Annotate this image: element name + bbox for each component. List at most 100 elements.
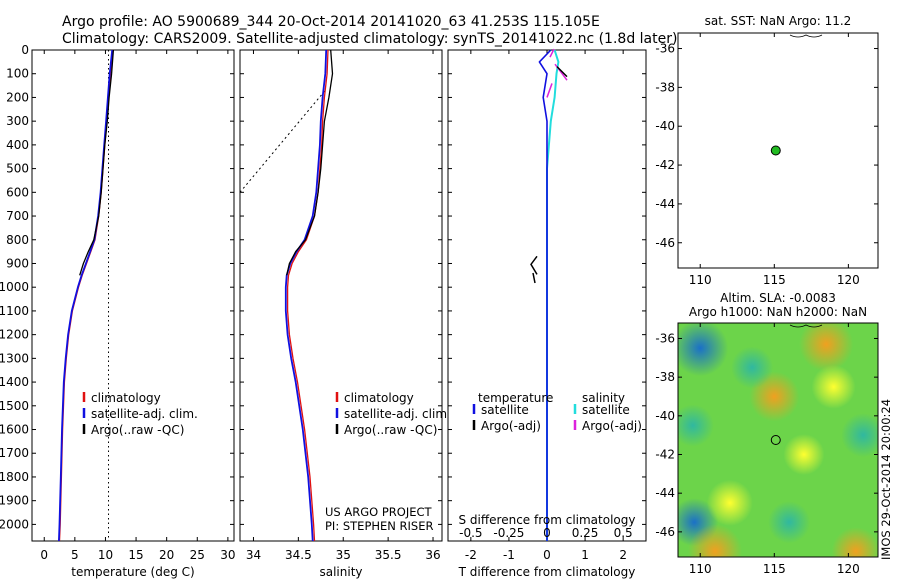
- y-tick-label: -44: [655, 197, 675, 211]
- sla_map-frame: [677, 322, 879, 558]
- legend-entry: satellite: [481, 403, 529, 417]
- x-tick-label: 115: [763, 562, 786, 576]
- y-tick-label: 1800: [0, 470, 29, 484]
- y-tick-label: 200: [6, 90, 29, 104]
- legend-entry: climatology: [91, 391, 161, 405]
- y-tick-label: -40: [655, 119, 675, 133]
- x-tick-label: 5: [71, 548, 79, 562]
- coastline: [789, 324, 823, 328]
- y-tick-label: 1900: [0, 494, 29, 508]
- y-tick-label: 500: [6, 162, 29, 176]
- x-tick-label: 34.5: [285, 548, 312, 562]
- y-tick-label: 1500: [0, 399, 29, 413]
- series-line-argo-raw-qc-: [286, 49, 334, 276]
- y-tick-label: -42: [655, 448, 675, 462]
- differences-top-xlabel: S difference from climatology: [459, 513, 636, 527]
- coastline: [789, 34, 823, 38]
- legend-entry: Argo(-adj): [582, 419, 642, 433]
- x-tick-label: 25: [190, 548, 205, 562]
- x-tick-label: 110: [689, 273, 712, 287]
- y-tick-label: 1600: [0, 423, 29, 437]
- sla-anomaly: [841, 413, 878, 458]
- temperature-frame: [31, 49, 235, 542]
- x-tick-label: 0: [543, 548, 551, 562]
- sla-anomaly: [831, 527, 878, 557]
- x-tick-label: 10: [98, 548, 113, 562]
- legend-entry: satellite-adj. clim.: [344, 407, 451, 421]
- header-line-1: Argo profile: AO 5900689_344 20-Oct-2014…: [62, 14, 600, 30]
- y-tick-label: -36: [655, 331, 675, 345]
- y-tick-label: -40: [655, 409, 675, 423]
- sla-anomaly: [731, 346, 774, 389]
- x-top-tick-label: 0.25: [572, 526, 599, 540]
- salinity-xlabel: salinity: [319, 565, 362, 579]
- y-tick-label: -42: [655, 158, 675, 172]
- differences-xlabel: T difference from climatology: [458, 565, 636, 579]
- x-tick-label: 20: [159, 548, 174, 562]
- y-tick-label: -38: [655, 80, 675, 94]
- y-tick-label: 700: [6, 209, 29, 223]
- argo-position-marker: [770, 435, 781, 445]
- y-tick-label: 1400: [0, 375, 29, 389]
- y-tick-label: -44: [655, 486, 675, 500]
- sla-anomaly: [678, 323, 729, 377]
- x-top-tick-label: -0.5: [459, 526, 482, 540]
- salinity-frame: [239, 49, 443, 542]
- legend-entry: climatology: [344, 391, 414, 405]
- x-tick-label: -2: [465, 548, 477, 562]
- sla-field: [678, 323, 878, 557]
- series-line-satellite-adj-clim-: [58, 49, 114, 542]
- y-tick-label: -38: [655, 370, 675, 384]
- sla-anomaly: [799, 323, 854, 372]
- x-tick-label: 15: [128, 548, 143, 562]
- x-tick-label: 35: [336, 548, 351, 562]
- y-tick-label: 100: [6, 67, 29, 81]
- sst-map-title: sat. SST: NaN Argo: 11.2: [705, 14, 852, 28]
- y-tick-label: 2000: [0, 517, 29, 531]
- x-tick-label: 110: [689, 562, 712, 576]
- y-tick-label: 600: [6, 185, 29, 199]
- sla-map-title: Altim. SLA: -0.0083: [720, 291, 836, 305]
- sla-anomaly: [678, 404, 714, 447]
- legend-entry: Argo(-adj): [481, 419, 541, 433]
- legend-entry: satellite: [582, 403, 630, 417]
- x-top-tick-label: 0: [543, 526, 551, 540]
- x-tick-label: 36: [425, 548, 440, 562]
- legend-title: temperature: [478, 391, 553, 405]
- y-tick-label: 1000: [0, 280, 29, 294]
- argo-temperature-trace: [530, 66, 568, 284]
- x-tick-label: 120: [837, 562, 860, 576]
- y-tick-label: 0: [21, 43, 29, 57]
- x-tick-label: 1: [581, 548, 589, 562]
- y-tick-label: -46: [655, 525, 675, 539]
- legend-title: salinity: [582, 391, 625, 405]
- y-tick-label: 300: [6, 114, 29, 128]
- sst_map-frame: [677, 32, 879, 269]
- y-tick-label: 1200: [0, 328, 29, 342]
- series-line-climatology: [286, 49, 329, 542]
- sla-anomaly: [783, 434, 825, 476]
- sla-anomaly: [688, 524, 743, 557]
- sla-anomaly: [811, 364, 856, 409]
- x-tick-label: -1: [503, 548, 515, 562]
- project-credit: US ARGO PROJECT: [325, 505, 433, 519]
- x-tick-label: 35.5: [375, 548, 402, 562]
- guide-line: [239, 90, 326, 193]
- legend-entry: Argo(..raw -QC): [91, 423, 184, 437]
- header-line-2: Climatology: CARS2009. Satellite-adjuste…: [62, 31, 677, 47]
- y-tick-label: 900: [6, 256, 29, 270]
- pi-credit: PI: STEPHEN RISER: [325, 519, 434, 533]
- y-tick-label: 1700: [0, 446, 29, 460]
- y-tick-label: 400: [6, 138, 29, 152]
- argo-position-marker: [770, 145, 781, 156]
- legend-entry: Argo(..raw -QC): [344, 423, 437, 437]
- sla-map-subtitle: Argo h1000: NaN h2000: NaN: [689, 305, 867, 319]
- sla-anomaly: [768, 501, 811, 544]
- y-tick-label: -36: [655, 42, 675, 56]
- x-tick-label: 120: [837, 273, 860, 287]
- series-line-argo-raw-qc-: [79, 49, 115, 276]
- x-top-tick-label: 0.5: [614, 526, 633, 540]
- x-tick-label: 34: [246, 548, 261, 562]
- y-tick-label: 1300: [0, 351, 29, 365]
